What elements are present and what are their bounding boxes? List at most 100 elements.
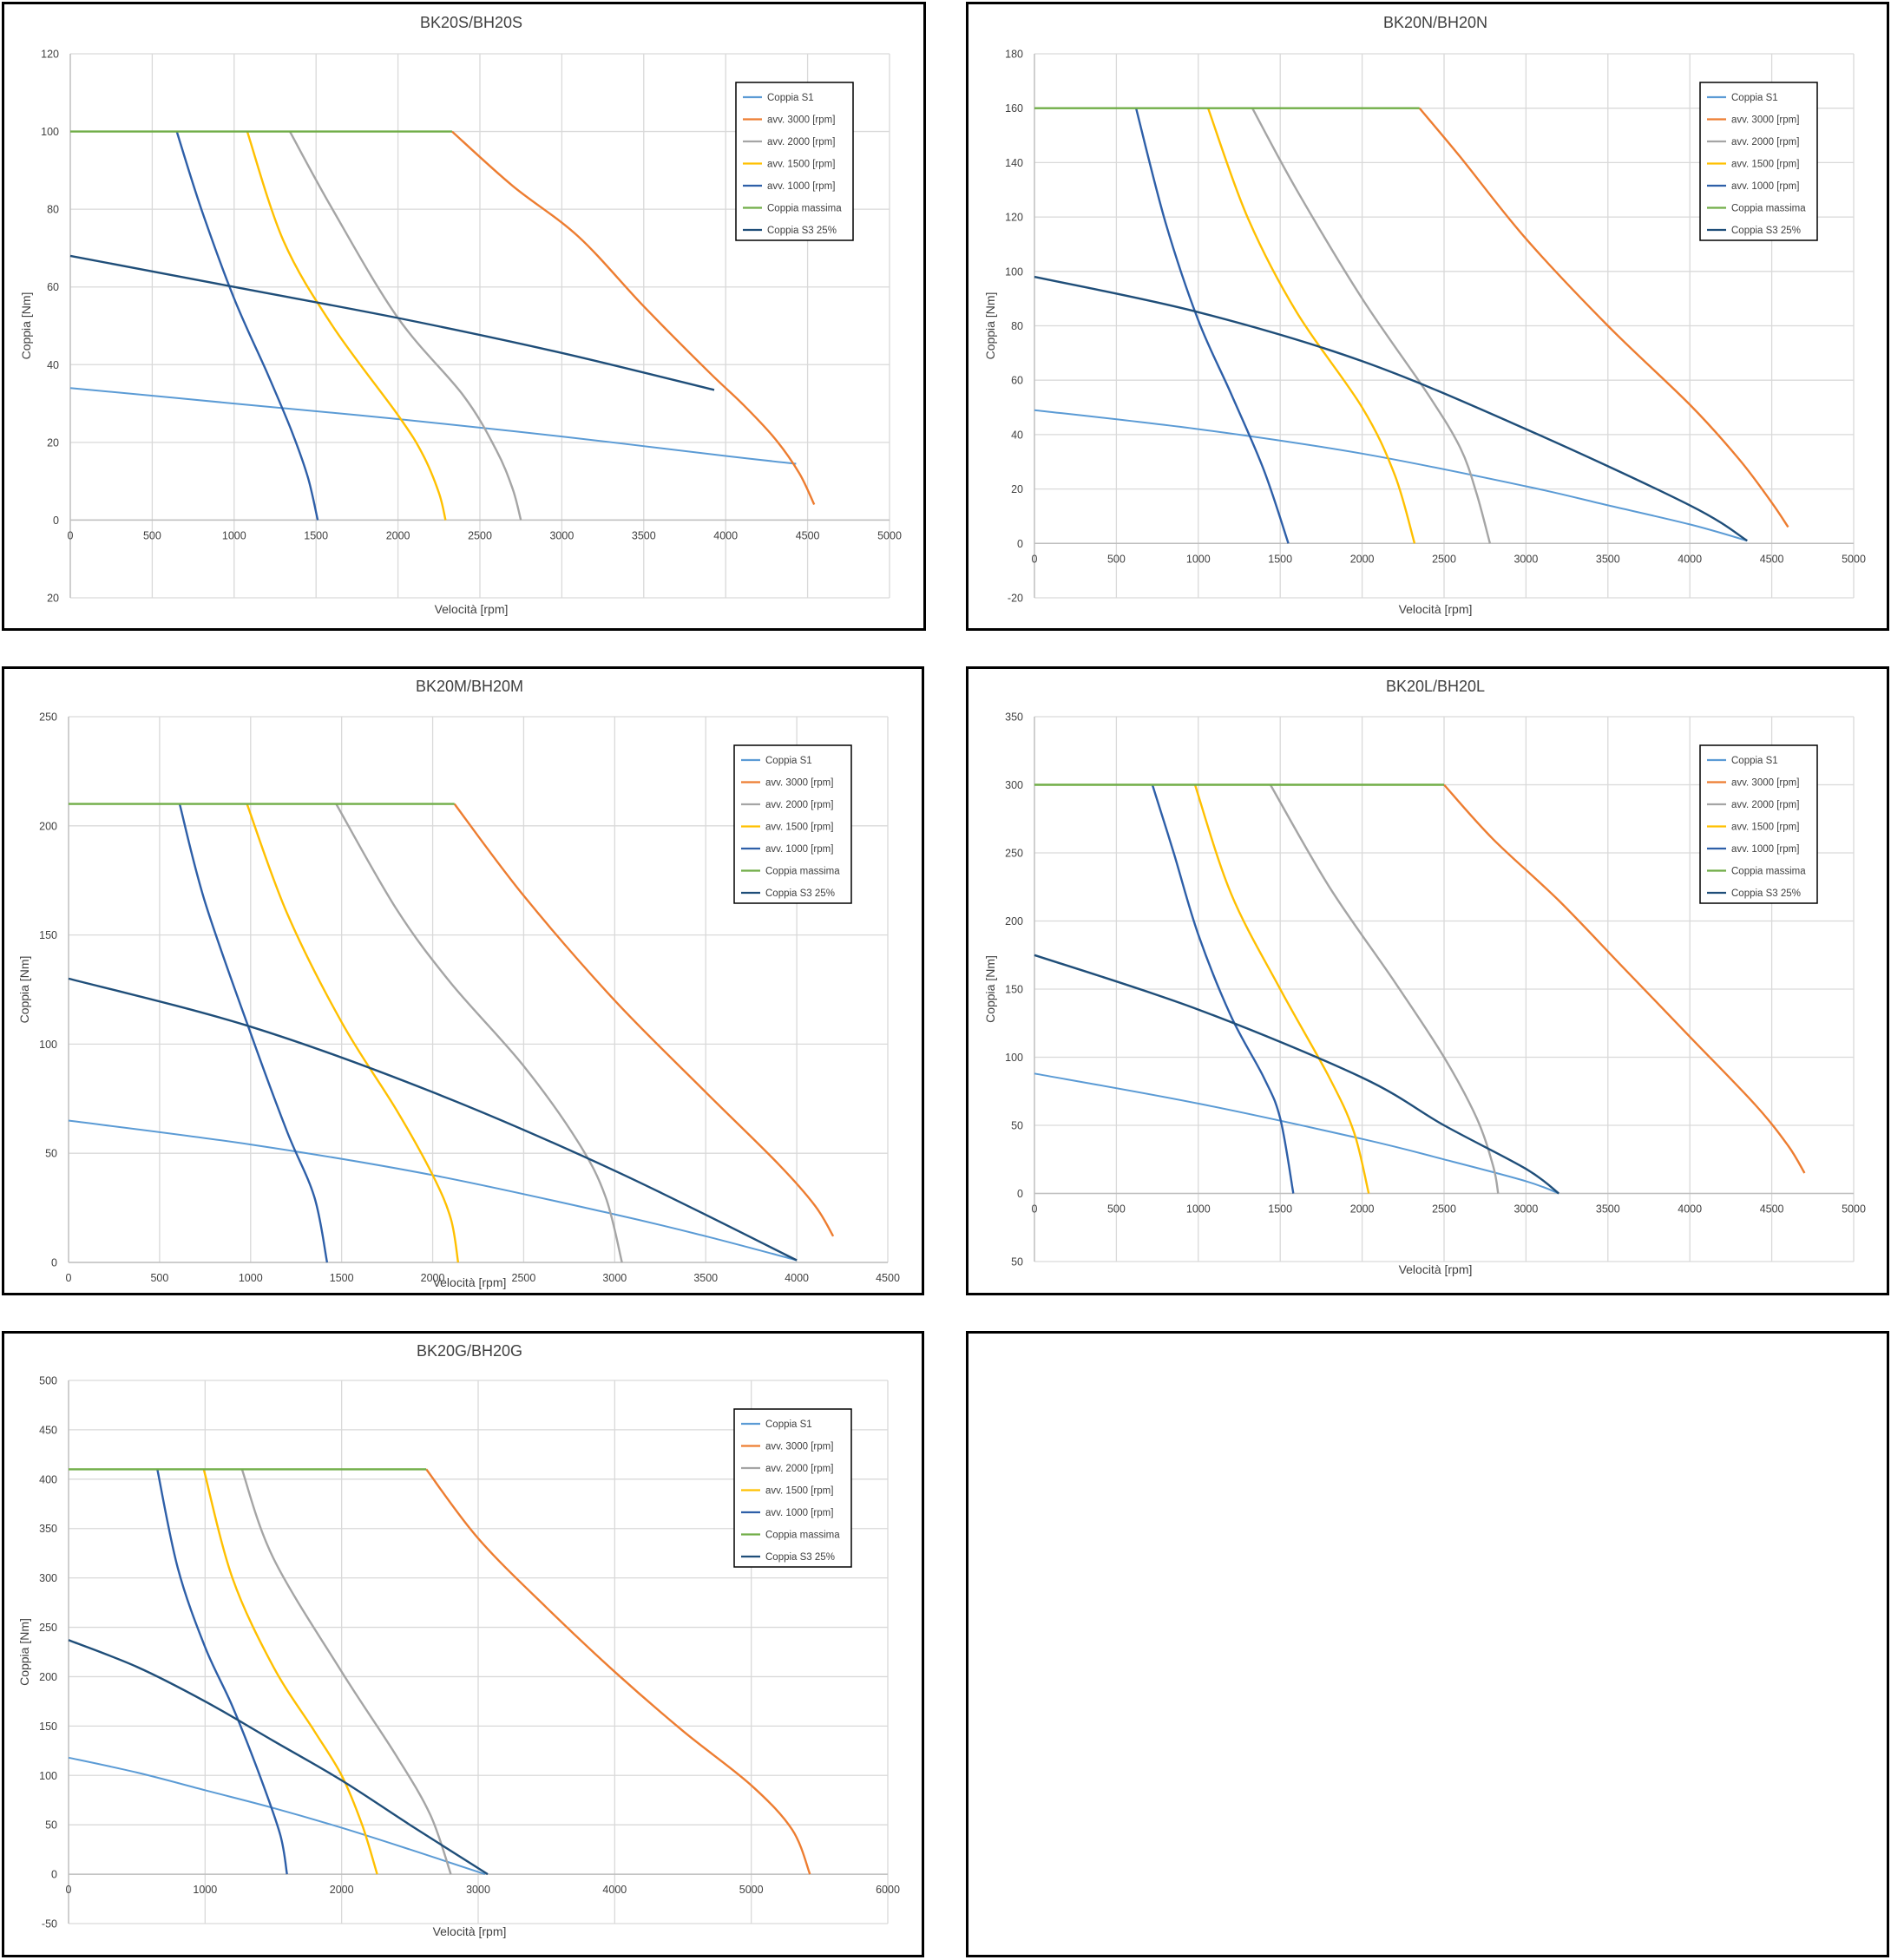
x-tick-label: 2000 [421, 1272, 445, 1284]
legend-item: Coppia massima [765, 867, 840, 877]
legend-box [1699, 82, 1818, 241]
x-tick-label: 1500 [1268, 553, 1292, 565]
y-tick-label: 0 [51, 1869, 57, 1881]
series-line-avv-2000-rpm [1269, 783, 1500, 1194]
y-tick-label: 0 [53, 515, 59, 527]
x-tick-label: 4500 [1760, 1203, 1784, 1216]
x-tick-label: 1000 [193, 1884, 217, 1896]
y-tick-label: 80 [47, 204, 59, 216]
x-tick-label: 6000 [876, 1884, 900, 1896]
chart-panel-bk20n: 0 500 1000 1500 2000 2500 3000 3500 4000 4500 5000… [966, 2, 1889, 631]
legend-item: Coppia S3 25% [1731, 226, 1801, 236]
y-tick-label: 20 [47, 436, 59, 449]
chart-bk20n: 0 500 1000 1500 2000 2500 3000 3500 4000 4500 5000… [983, 14, 1866, 616]
y-tick-label: 50 [1011, 1120, 1023, 1132]
x-tick-label: 3500 [1596, 1203, 1620, 1216]
chart-title: BK20N/BH20N [1383, 14, 1487, 31]
y-tick-label: 350 [39, 1523, 57, 1535]
chart-panel-bk20g: 0 1000 2000 3000 4000 5000 6000 -50 0 50 100 150 200… [2, 1331, 924, 1957]
x-tick-label: 3500 [693, 1272, 718, 1284]
chart-title: BK20S/BH20S [420, 14, 522, 31]
legend-item: Coppia S3 25% [767, 226, 837, 236]
legend-item: Coppia massima [1731, 204, 1806, 214]
y-axis-label: Coppia [Nm] [17, 1618, 31, 1686]
series-line-coppia-s3-25 [1034, 954, 1559, 1195]
x-tick-label: 3000 [1513, 1203, 1538, 1216]
y-tick-label: 100 [1005, 1052, 1023, 1064]
series-line-coppia-s1 [69, 387, 797, 465]
chart-bk20l: 0 500 1000 1500 2000 2500 3000 3500 4000 4500 5000… [983, 678, 1866, 1276]
x-tick-label: 3000 [549, 529, 574, 541]
series-line-avv-3000-rpm [425, 1468, 811, 1875]
x-tick-label: 1000 [222, 529, 246, 541]
series-line-coppia-s3-25 [69, 254, 715, 391]
x-tick-label: 3500 [632, 529, 656, 541]
x-axis-label: Velocità [rpm] [435, 602, 509, 616]
legend-item: avv. 3000 [rpm] [765, 1442, 833, 1452]
x-tick-label: 4000 [1678, 1203, 1702, 1216]
legend-item: avv. 1500 [rpm] [765, 1486, 833, 1497]
chart-bk20g: 0 1000 2000 3000 4000 5000 6000 -50 0 50 100 150 200… [17, 1342, 900, 1938]
series-line-avv-1000-rpm [1134, 108, 1290, 544]
series-line-avv-1000-rpm [156, 1469, 288, 1875]
x-tick-label: 500 [1107, 553, 1126, 565]
y-tick-label: 350 [1005, 711, 1023, 724]
legend: Coppia S1 avv. 3000 [rpm] avv. 2000 [rpm] a… [1699, 744, 1818, 904]
series-line-avv-3000-rpm [1443, 783, 1806, 1174]
chart-title: BK20L/BH20L [1386, 678, 1485, 695]
legend-item: Coppia massima [765, 1531, 840, 1541]
legend-item: avv. 1500 [rpm] [1731, 823, 1799, 833]
legend-item: avv. 1000 [rpm] [767, 181, 835, 192]
series-line-avv-1500-rpm [246, 131, 447, 521]
chart-panel-bk20m: 0 500 1000 1500 2000 2500 3000 3500 4000 4500 0 50 1… [2, 666, 924, 1295]
y-tick-label: 60 [1011, 375, 1023, 387]
y-tick-label: 100 [1005, 265, 1023, 278]
x-tick-label: 4000 [713, 529, 738, 541]
y-tick-label: 180 [1005, 49, 1023, 61]
x-tick-label: 3000 [602, 1272, 627, 1284]
series-line-avv-3000-rpm [451, 130, 816, 506]
y-tick-label: 300 [39, 1572, 57, 1584]
series-line-coppia-s1 [1034, 409, 1748, 542]
legend-item: avv. 1500 [rpm] [765, 823, 833, 833]
y-tick-label: 200 [39, 820, 57, 832]
x-tick-label: 0 [1032, 1203, 1038, 1216]
series-line-avv-2000-rpm [1251, 108, 1492, 544]
y-tick-label: 80 [1011, 320, 1023, 332]
legend-item: avv. 1000 [rpm] [1731, 844, 1799, 855]
legend-item: avv. 2000 [rpm] [1731, 800, 1799, 810]
x-tick-label: 2500 [512, 1272, 536, 1284]
y-tick-label: 60 [47, 281, 59, 293]
legend-item: avv. 1000 [rpm] [765, 844, 833, 855]
x-axis-label: Velocità [rpm] [1399, 1262, 1473, 1276]
series-line-avv-2000-rpm [240, 1469, 452, 1875]
y-tick-label: 150 [39, 1721, 57, 1733]
x-tick-label: 0 [66, 1884, 72, 1896]
x-tick-label: 2500 [468, 529, 492, 541]
x-axis-label: Velocità [rpm] [433, 1275, 507, 1289]
x-tick-label: 3000 [466, 1884, 490, 1896]
legend-box [733, 1408, 852, 1568]
x-tick-label: 2500 [1432, 1203, 1456, 1216]
legend-item: avv. 3000 [rpm] [767, 115, 835, 126]
x-tick-label: 2000 [386, 529, 410, 541]
series-line-coppia-s1 [68, 1119, 798, 1262]
y-tick-label: 0 [1017, 538, 1023, 550]
y-tick-label: 150 [39, 929, 57, 941]
y-tick-label: 250 [39, 711, 57, 724]
x-tick-label: 5000 [739, 1884, 764, 1896]
y-tick-label: -50 [42, 1918, 57, 1931]
x-tick-label: 500 [150, 1272, 168, 1284]
y-tick-label: 150 [1005, 984, 1023, 996]
x-axis-label: Velocità [rpm] [1399, 602, 1473, 616]
series-line-avv-3000-rpm [1418, 107, 1789, 528]
x-axis-label: Velocità [rpm] [433, 1924, 507, 1938]
legend-item: avv. 1500 [rpm] [767, 160, 835, 170]
y-tick-label: 140 [1005, 157, 1023, 169]
series-line-coppia-s3-25 [1034, 275, 1748, 542]
legend-item: Coppia massima [767, 204, 842, 214]
x-tick-label: 5000 [1842, 553, 1866, 565]
legend-item: Coppia massima [1731, 867, 1806, 877]
y-tick-label: 250 [39, 1622, 57, 1634]
series-line-coppia-s1 [68, 1756, 486, 1876]
